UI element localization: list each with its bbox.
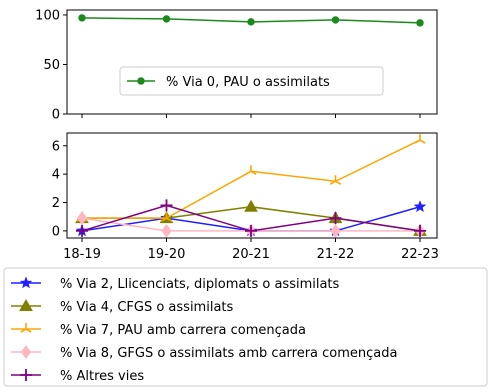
legend-label: % Altres vies <box>60 369 144 384</box>
legend-label: % Via 2, Llicenciats, diplomats o assimi… <box>60 277 340 292</box>
y-tick-label: 0 <box>52 108 60 123</box>
legend-marker <box>137 77 145 85</box>
data-point <box>78 14 86 22</box>
data-point <box>244 199 258 212</box>
data-point <box>329 212 342 225</box>
data-point <box>414 224 426 237</box>
legend-label: % Via 7, PAU amb carrera començada <box>60 323 306 338</box>
y-tick-label: 6 <box>52 139 60 154</box>
data-point <box>330 224 341 238</box>
x-tick-label: 19-20 <box>148 247 186 262</box>
legend: % Via 0, PAU o assimilats <box>119 66 384 96</box>
x-tick-label: 18-19 <box>63 247 101 262</box>
chart-panel-2: 0 2 4 6 18-19 19-20 20-21 21-22 22-23 % Via 2, Ll… <box>3 132 488 387</box>
data-point <box>160 199 173 212</box>
y-tick-label: 4 <box>52 168 60 183</box>
legend-marker <box>20 345 32 359</box>
legend-label: % Via 4, CFGS o assimilats <box>60 300 234 315</box>
y-tick-label: 50 <box>43 58 60 73</box>
data-point <box>416 19 424 27</box>
series-1 <box>78 14 424 27</box>
y-tick-label: 2 <box>52 196 60 211</box>
plot-frame <box>66 132 438 239</box>
data-point <box>247 18 255 26</box>
series-3 <box>76 134 426 222</box>
legend-marker <box>20 369 32 381</box>
data-point <box>76 224 88 237</box>
legend-box <box>119 66 384 96</box>
data-point <box>245 224 257 237</box>
data-point <box>329 175 342 185</box>
data-point <box>413 200 427 213</box>
x-tick-label: 20-21 <box>232 247 270 262</box>
data-point <box>331 16 340 24</box>
data-point <box>161 224 172 238</box>
legend-marker <box>19 276 33 289</box>
legend-marker <box>20 323 32 333</box>
legend-marker <box>19 298 33 311</box>
y-tick-label: 0 <box>52 224 60 239</box>
chart-panel-1: 0 50 100 % Via 0, PAU o assimilats <box>35 8 438 123</box>
y-tick-label: 100 <box>35 8 60 23</box>
series-5 <box>76 199 426 237</box>
legend: % Via 2, Llicenciats, diplomats o assimi… <box>3 267 488 387</box>
legend-label: % Via 0, PAU o assimilats <box>166 75 330 90</box>
data-point <box>245 165 257 176</box>
plot-frame <box>66 9 438 115</box>
data-point <box>76 211 88 225</box>
x-tick-label: 22-23 <box>401 247 439 262</box>
x-tick-label: 21-22 <box>317 247 355 262</box>
legend-label: % Via 8, GFGS o assimilats amb carrera c… <box>60 346 398 361</box>
data-point <box>162 15 171 23</box>
legend-box <box>3 267 488 387</box>
data-point <box>414 134 426 144</box>
data-point <box>160 212 173 222</box>
